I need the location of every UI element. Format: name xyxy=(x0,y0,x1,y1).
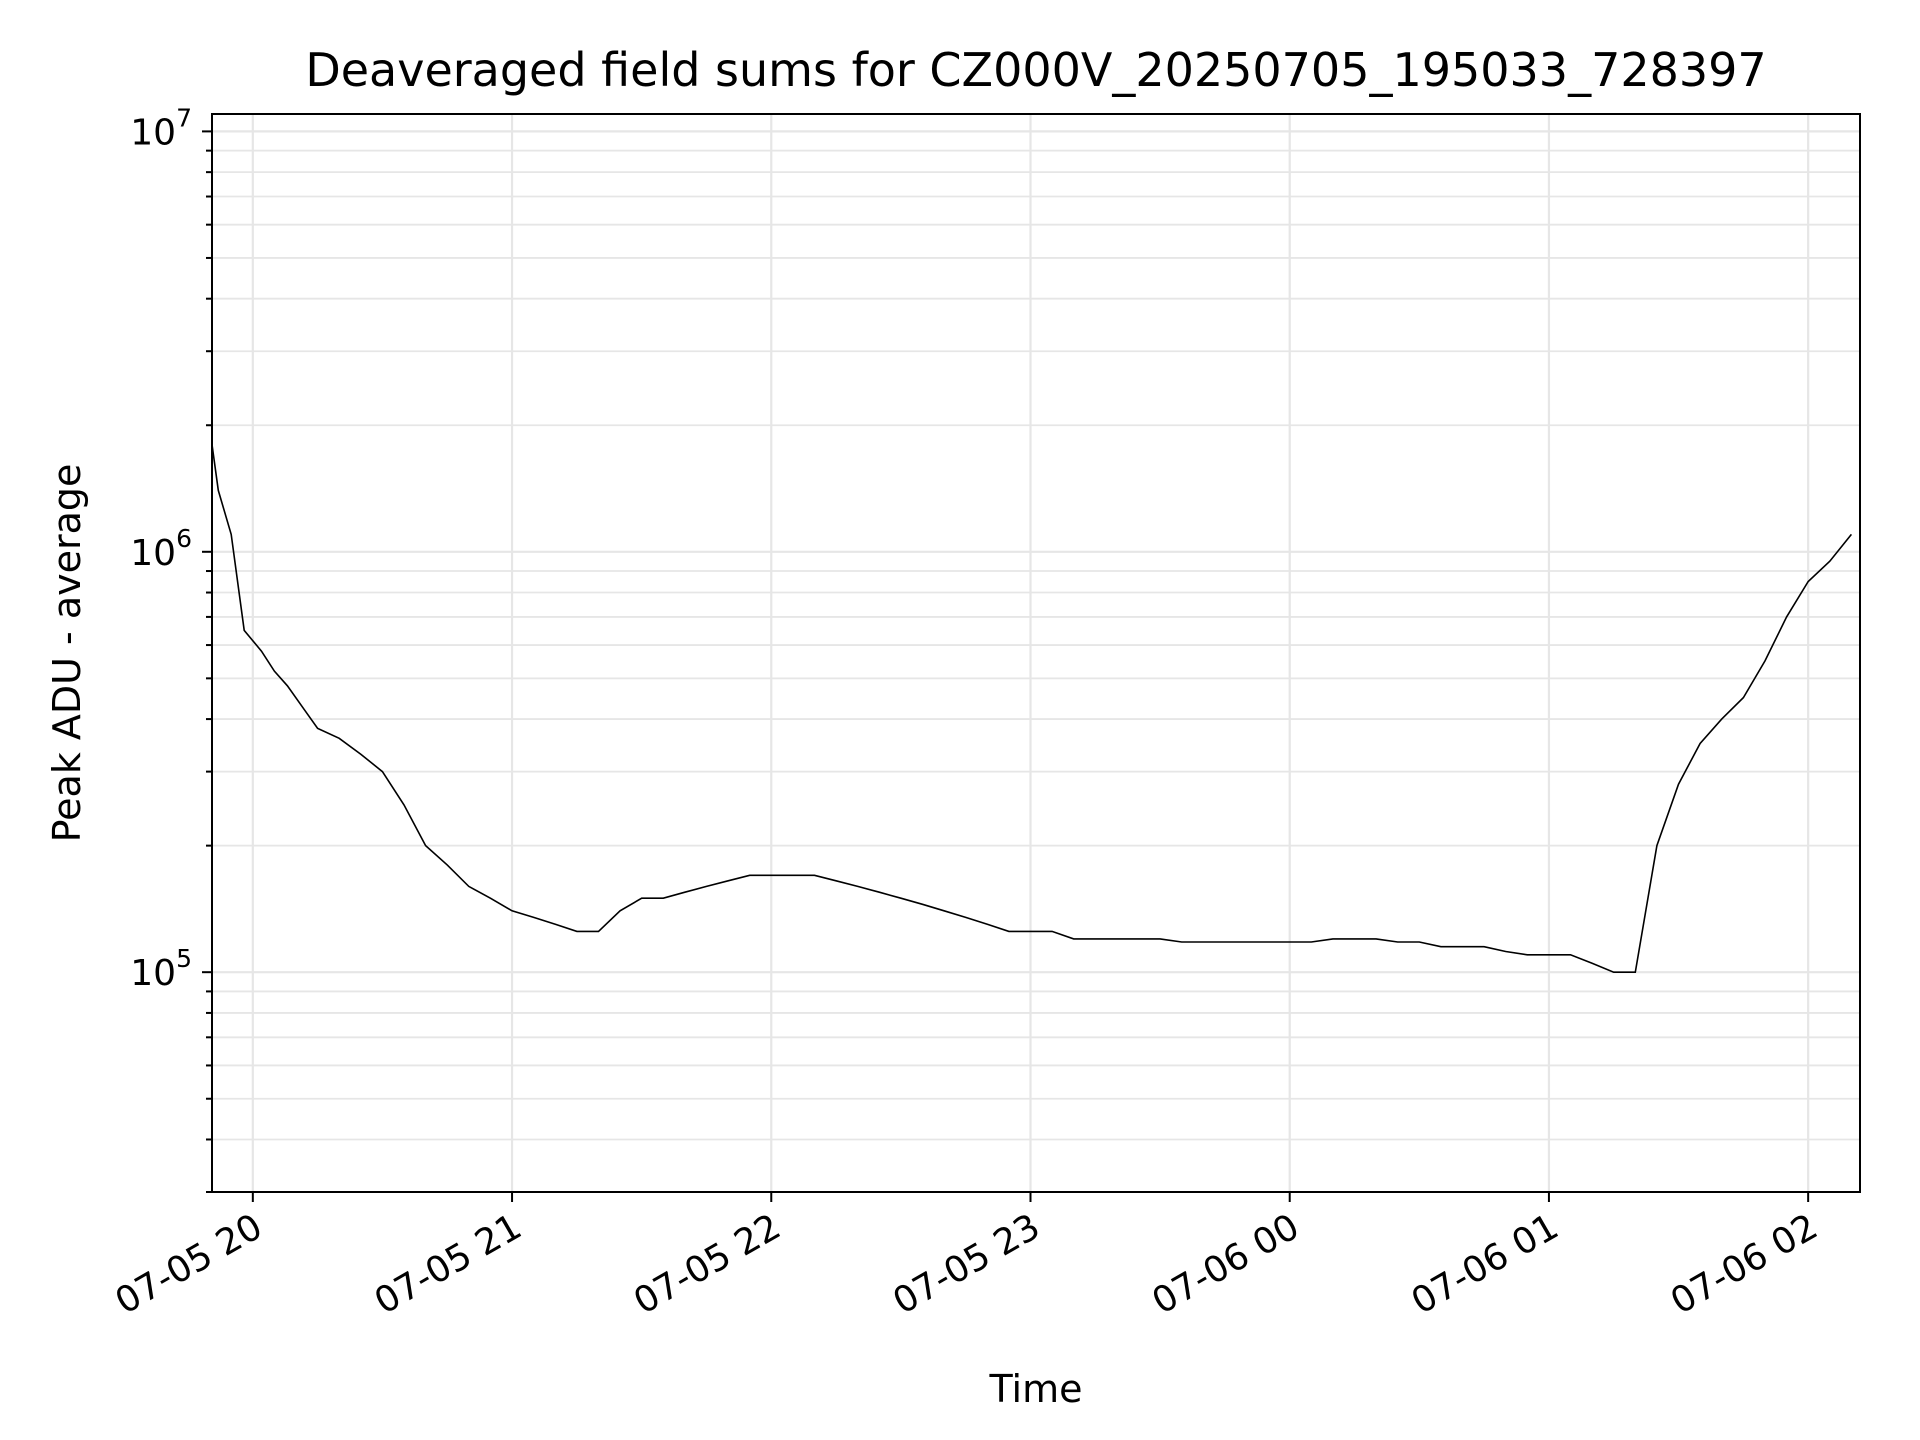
x-tick-label: 07-05 20 xyxy=(109,1206,270,1322)
plot-area xyxy=(212,444,1853,974)
axes-frame xyxy=(211,113,1861,1193)
y-tick-base: 10 xyxy=(130,112,176,153)
y-tick-base: 10 xyxy=(130,533,176,574)
y-tick-label: 105 xyxy=(130,944,192,994)
y-axis-label: Peak ADU - average xyxy=(45,464,89,843)
y-tick-label: 106 xyxy=(130,524,192,574)
x-tick-label: 07-06 01 xyxy=(1405,1206,1566,1322)
x-tick-label: 07-05 23 xyxy=(886,1206,1047,1322)
series-line xyxy=(212,444,1853,974)
x-tick-label: 07-06 00 xyxy=(1146,1206,1307,1322)
y-tick-base: 10 xyxy=(130,953,176,994)
chart-title: Deaveraged field sums for CZ000V_2025070… xyxy=(305,43,1766,97)
x-tick-label: 07-06 02 xyxy=(1664,1206,1825,1322)
y-tick-exponent: 6 xyxy=(176,524,192,553)
y-tick-label: 107 xyxy=(130,103,192,153)
y-tick-exponent: 5 xyxy=(176,944,192,973)
grid xyxy=(212,114,1860,1193)
x-tick-label: 07-05 21 xyxy=(368,1206,529,1322)
x-axis-label: Time xyxy=(989,1367,1083,1411)
x-tick-label: 07-05 22 xyxy=(627,1206,788,1322)
y-tick-exponent: 7 xyxy=(176,103,192,132)
